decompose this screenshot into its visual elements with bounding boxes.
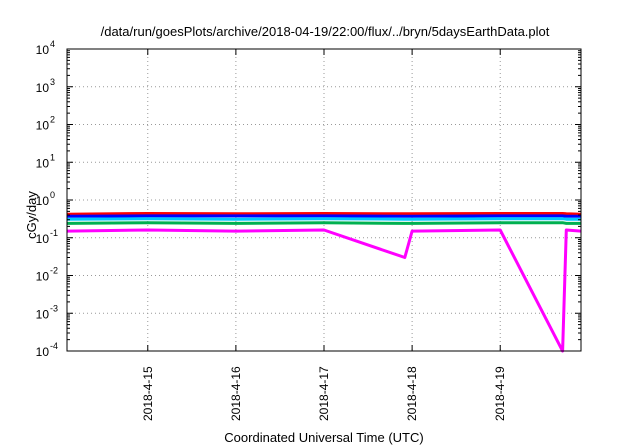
y-tick-label: 10 bbox=[36, 270, 50, 284]
x-tick-label: 2018-4-19 bbox=[493, 366, 507, 421]
series-line-5 bbox=[66, 228, 582, 353]
x-tick-label: 2018-4-15 bbox=[141, 366, 155, 421]
series-layer bbox=[66, 212, 582, 353]
chart-title: /data/run/goesPlots/archive/2018-04-19/2… bbox=[101, 24, 550, 39]
y-tick-exponent: 4 bbox=[50, 39, 55, 49]
y-tick-exponent: -3 bbox=[50, 303, 58, 313]
x-tick-label: 2018-4-18 bbox=[405, 366, 419, 421]
y-tick-label: 10 bbox=[36, 43, 50, 57]
y-tick-exponent: 3 bbox=[50, 77, 55, 87]
y-tick-exponent: 2 bbox=[50, 115, 55, 125]
x-axis: 2018-4-15 2018-4-16 2018-4-17 2018-4-18 2018… bbox=[141, 49, 507, 421]
y-tick-label: 10 bbox=[36, 81, 50, 95]
series-line-4 bbox=[66, 221, 581, 225]
y-tick-exponent: -2 bbox=[50, 266, 58, 276]
y-axis-label: cGy/day bbox=[24, 191, 39, 239]
y-tick-label: 10 bbox=[36, 156, 50, 170]
x-tick-label: 2018-4-16 bbox=[229, 366, 243, 421]
y-tick-exponent: 1 bbox=[50, 152, 55, 162]
y-tick-label: 10 bbox=[36, 232, 50, 246]
y-tick-label: 10 bbox=[36, 194, 50, 208]
y-tick-exponent: -1 bbox=[50, 228, 58, 238]
y-tick-exponent: -4 bbox=[50, 341, 58, 351]
series-line-1 bbox=[66, 212, 582, 216]
y-tick-label: 10 bbox=[36, 307, 50, 321]
y-tick-label: 10 bbox=[36, 345, 50, 359]
x-tick-label: 2018-4-17 bbox=[317, 366, 331, 421]
y-tick-label: 10 bbox=[36, 119, 50, 133]
series-line-3 bbox=[66, 217, 581, 221]
y-tick-exponent: 0 bbox=[50, 190, 55, 200]
x-axis-label: Coordinated Universal Time (UTC) bbox=[224, 430, 423, 445]
grid bbox=[67, 48, 581, 352]
